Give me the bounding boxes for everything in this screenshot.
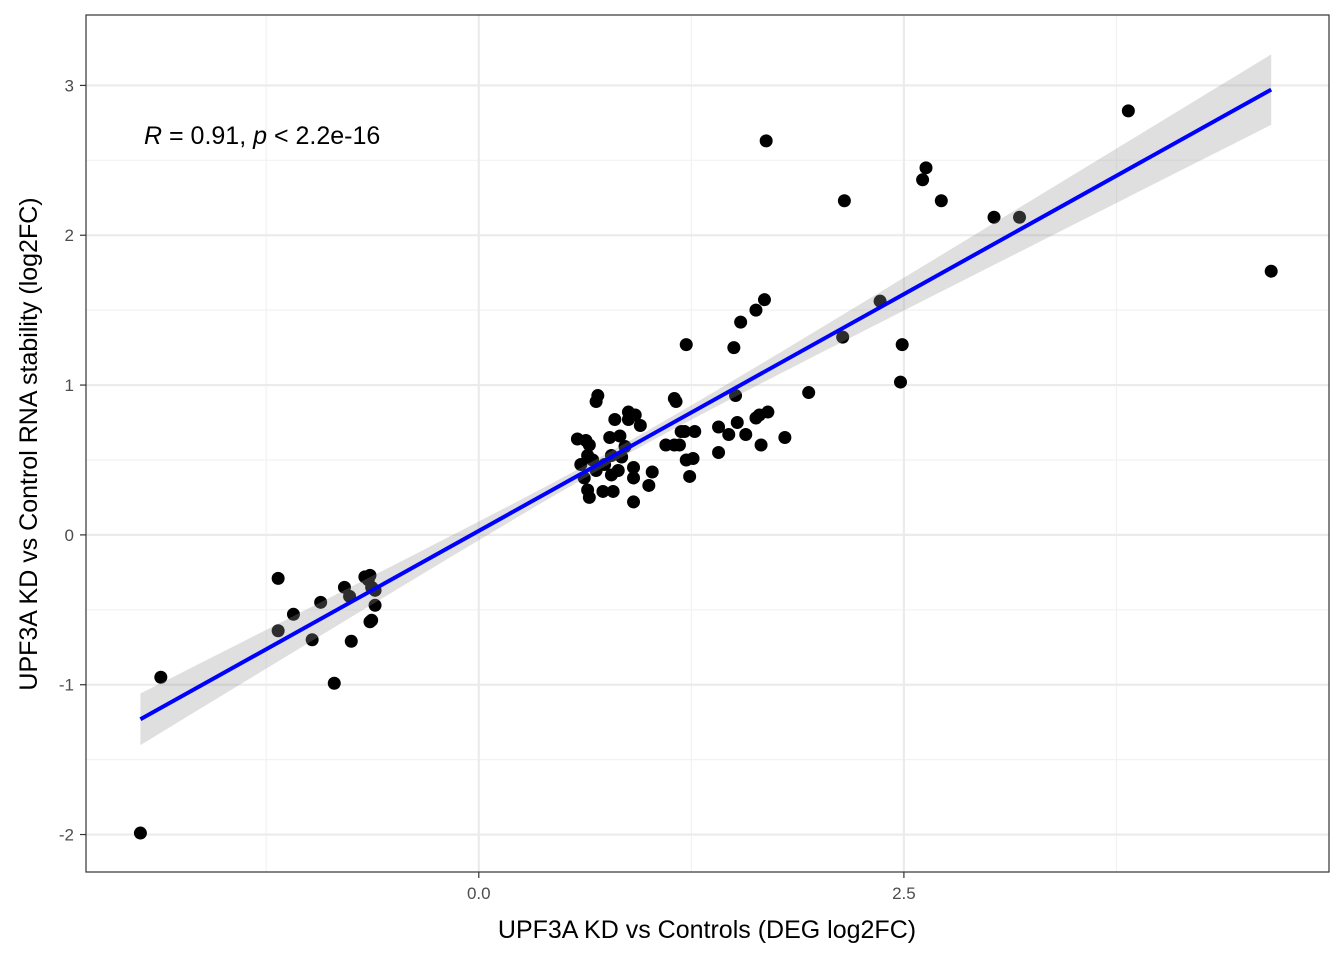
data-point — [582, 490, 596, 504]
data-point — [749, 303, 763, 317]
data-point — [642, 478, 656, 492]
data-point — [934, 194, 948, 208]
data-point — [837, 194, 851, 208]
data-point — [363, 568, 377, 582]
data-point — [611, 463, 625, 477]
data-point — [627, 471, 641, 485]
data-point — [271, 571, 285, 585]
data-point — [633, 419, 647, 433]
data-point — [344, 634, 358, 648]
y-tick-label: 3 — [65, 76, 74, 95]
data-point — [836, 330, 850, 344]
grid-lines — [86, 15, 1329, 872]
data-point — [606, 484, 620, 498]
y-tick-label: 0 — [65, 526, 74, 545]
y-tick-label: -1 — [59, 676, 74, 695]
plot-border — [85, 14, 1330, 873]
y-tick-label: -2 — [59, 826, 74, 845]
data-point — [1121, 104, 1135, 118]
x-tick-label: 0.0 — [467, 884, 491, 903]
data-point — [133, 826, 147, 840]
data-point — [574, 457, 588, 471]
data-point — [1264, 264, 1278, 278]
x-tick-label: 2.5 — [892, 884, 916, 903]
y-tick-label: 2 — [65, 226, 74, 245]
data-point — [683, 469, 697, 483]
data-point — [987, 210, 1001, 224]
data-point — [739, 428, 753, 442]
data-point — [802, 386, 816, 400]
data-point — [729, 389, 743, 403]
data-point — [608, 413, 622, 427]
data-point — [686, 451, 700, 465]
data-point — [759, 134, 773, 148]
data-point — [679, 338, 693, 352]
data-point — [916, 173, 930, 187]
correlation-annotation: R = 0.91, p < 2.2e-16 — [144, 122, 380, 150]
data-point — [582, 438, 596, 452]
data-point — [895, 338, 909, 352]
data-point — [893, 375, 907, 389]
data-point — [761, 405, 775, 419]
data-point — [596, 484, 610, 498]
data-point — [628, 408, 642, 422]
data-point — [678, 425, 692, 439]
data-point — [271, 624, 285, 638]
data-point — [591, 389, 605, 403]
data-point — [712, 445, 726, 459]
data-point — [305, 633, 319, 647]
data-point — [712, 420, 726, 434]
data-point — [627, 495, 641, 509]
confidence-band — [140, 54, 1272, 746]
data-point — [368, 598, 382, 612]
data-point — [722, 428, 736, 442]
data-point — [669, 395, 683, 409]
data-point — [734, 315, 748, 329]
y-axis-title: UPF3A KD vs Control RNA stability (log2F… — [15, 197, 43, 690]
regression-line — [139, 87, 1273, 722]
data-point — [154, 670, 168, 684]
data-point — [603, 431, 617, 445]
data-point — [365, 613, 379, 627]
y-tick-label: 1 — [65, 376, 74, 395]
data-point — [613, 429, 627, 443]
data-point — [286, 607, 300, 621]
data-point — [586, 453, 600, 467]
data-point — [757, 293, 771, 307]
data-point — [754, 438, 768, 452]
data-point — [672, 438, 686, 452]
data-point — [730, 416, 744, 430]
axis-ticks: 0.0 2.5 -2 -1 0 1 2 3 — [59, 76, 916, 903]
data-points — [133, 104, 1278, 840]
data-point — [1013, 210, 1027, 224]
data-point — [688, 425, 702, 439]
data-point — [327, 676, 341, 690]
data-point — [314, 595, 328, 609]
data-point — [778, 431, 792, 445]
data-point — [919, 161, 933, 175]
x-axis-title: UPF3A KD vs Controls (DEG log2FC) — [498, 916, 916, 944]
data-point — [727, 341, 741, 355]
data-point — [627, 460, 641, 474]
data-point — [645, 465, 659, 479]
